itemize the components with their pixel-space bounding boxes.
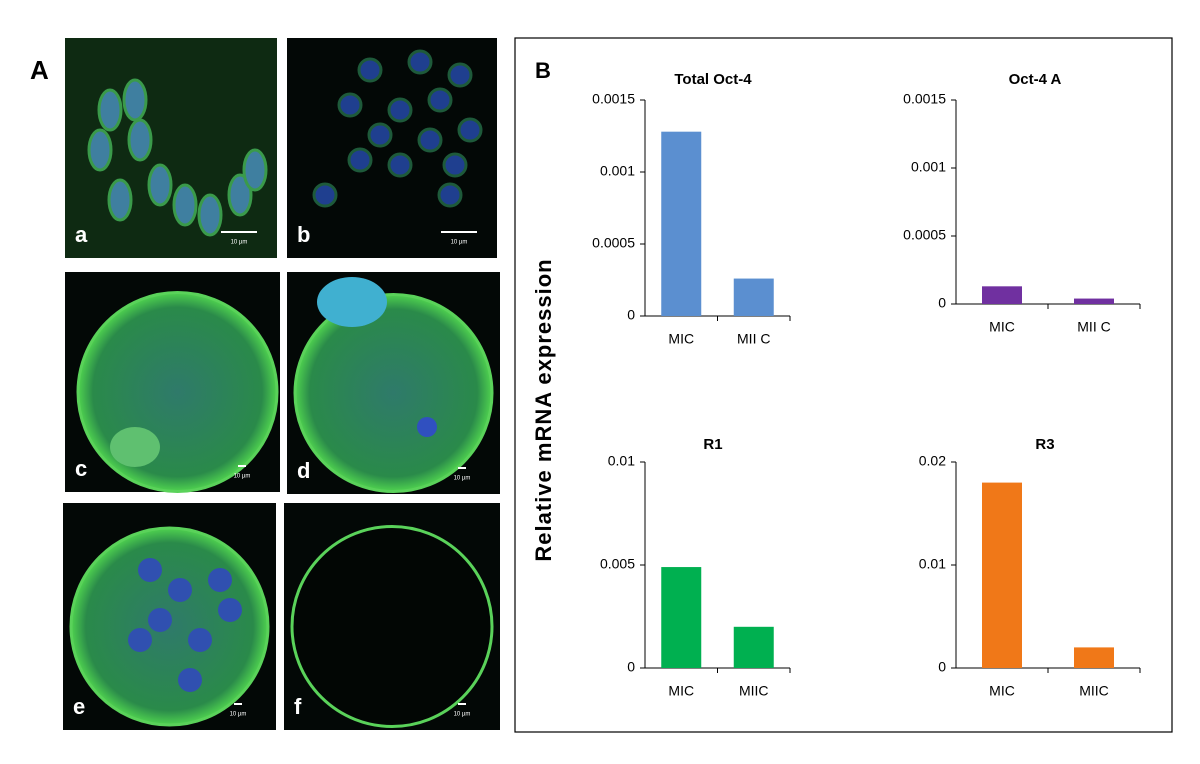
x-tick-label: MIC — [668, 683, 694, 699]
scale-bar-label: 10 µm — [451, 240, 468, 246]
y-tick-label: 0.01 — [919, 556, 946, 572]
y-tick-label: 0.0005 — [903, 227, 946, 243]
chart-title: Oct-4 A — [1009, 71, 1062, 88]
x-tick-label: MIC — [668, 331, 694, 347]
image-label: a — [75, 222, 88, 247]
cell-nucleus — [457, 117, 483, 143]
embryo — [76, 291, 279, 493]
image-label: c — [75, 456, 87, 481]
chart-title: R1 — [703, 436, 722, 453]
bar — [982, 482, 1022, 668]
embryo — [290, 525, 494, 728]
chart-title: Total Oct-4 — [674, 71, 752, 88]
image-label: f — [294, 694, 302, 719]
cell-nucleus — [387, 152, 413, 178]
cell-nucleus — [427, 87, 453, 113]
cell-nucleus — [208, 568, 232, 592]
cell-nucleus — [417, 127, 443, 153]
bar — [1074, 647, 1114, 668]
panel-frame — [514, 37, 1173, 733]
cell-nucleus — [337, 92, 363, 118]
bar — [661, 131, 702, 316]
cell-nucleus — [312, 182, 338, 208]
y-tick-label: 0.0015 — [592, 91, 635, 107]
cell-nucleus — [407, 49, 433, 75]
x-tick-label: MIC — [989, 683, 1015, 699]
embryo — [293, 293, 494, 493]
y-tick-label: 0.001 — [600, 163, 635, 179]
y-tick-label: 0 — [627, 659, 635, 675]
bar — [733, 626, 774, 668]
image-label: b — [297, 222, 310, 247]
y-tick-label: 0.01 — [608, 453, 635, 469]
cell-nucleus — [168, 578, 192, 602]
y-tick-label: 0 — [627, 307, 635, 323]
y-tick-label: 0.0005 — [592, 235, 635, 251]
cell-nucleus — [172, 183, 198, 227]
cell-nucleus — [197, 193, 223, 237]
y-tick-label: 0.0015 — [903, 91, 946, 107]
cell-nucleus — [227, 173, 253, 217]
x-tick-label: MIIC — [1079, 683, 1109, 699]
scale-bar-label: 10 µm — [231, 240, 248, 246]
cell-nucleus — [387, 97, 413, 123]
cell-nucleus — [357, 57, 383, 83]
cell-nucleus — [138, 558, 162, 582]
scale-bar-label: 10 µm — [234, 474, 251, 480]
cell-nucleus — [442, 152, 468, 178]
cell-nucleus — [437, 182, 463, 208]
y-tick-label: 0 — [938, 659, 946, 675]
cell-nucleus — [147, 163, 173, 207]
x-tick-label: MIC — [989, 319, 1015, 335]
polar-body — [317, 277, 387, 327]
scale-bar-label: 10 µm — [454, 476, 471, 482]
cell-nucleus — [188, 628, 212, 652]
y-tick-label: 0.005 — [600, 556, 635, 572]
cell-nucleus — [87, 128, 113, 172]
x-tick-label: MII C — [1077, 319, 1110, 335]
cell-nucleus — [178, 668, 202, 692]
chart-title: R3 — [1035, 436, 1054, 453]
cell-nucleus — [242, 148, 268, 192]
image-label: d — [297, 458, 310, 483]
bar — [1074, 298, 1114, 304]
panel-label: A — [30, 55, 49, 85]
y-tick-label: 0 — [938, 295, 946, 311]
cell-nucleus — [218, 598, 242, 622]
cell-nucleus — [447, 62, 473, 88]
cell-nucleus — [367, 122, 393, 148]
cell-nucleus — [128, 628, 152, 652]
bar — [661, 567, 702, 668]
image-label: e — [73, 694, 85, 719]
y-tick-label: 0.001 — [911, 159, 946, 175]
cell-nucleus — [127, 118, 153, 162]
panel-label: B — [535, 58, 551, 83]
cell-nucleus — [347, 147, 373, 173]
scale-bar-label: 10 µm — [454, 712, 471, 718]
cell-nucleus — [122, 78, 148, 122]
cell-nucleus — [417, 417, 437, 437]
y-axis-label: Relative mRNA expression — [531, 258, 556, 561]
scale-bar-label: 10 µm — [230, 712, 247, 718]
x-tick-label: MIIC — [739, 683, 769, 699]
x-tick-label: MII C — [737, 331, 770, 347]
cell-nucleus — [110, 427, 160, 467]
bar — [982, 286, 1022, 304]
cell-nucleus — [107, 178, 133, 222]
bar — [733, 278, 774, 316]
y-tick-label: 0.02 — [919, 453, 946, 469]
cell-nucleus — [97, 88, 123, 132]
cell-nucleus — [148, 608, 172, 632]
